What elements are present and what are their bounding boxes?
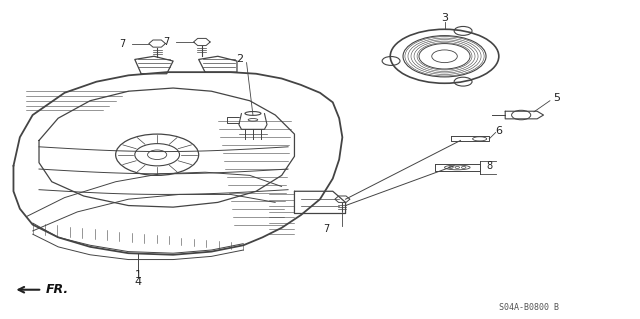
Text: 7: 7 bbox=[119, 39, 125, 48]
Text: 3: 3 bbox=[441, 13, 448, 23]
Text: S04A-B0800 B: S04A-B0800 B bbox=[499, 303, 559, 312]
Text: 6: 6 bbox=[495, 126, 502, 136]
Text: FR.: FR. bbox=[45, 283, 68, 296]
Text: 5: 5 bbox=[553, 93, 560, 103]
Text: 7: 7 bbox=[323, 224, 330, 234]
Text: 1: 1 bbox=[134, 271, 141, 280]
Text: 8: 8 bbox=[486, 161, 492, 171]
Text: 2: 2 bbox=[237, 55, 244, 64]
Text: 4: 4 bbox=[134, 277, 141, 287]
Text: 7: 7 bbox=[164, 37, 170, 47]
